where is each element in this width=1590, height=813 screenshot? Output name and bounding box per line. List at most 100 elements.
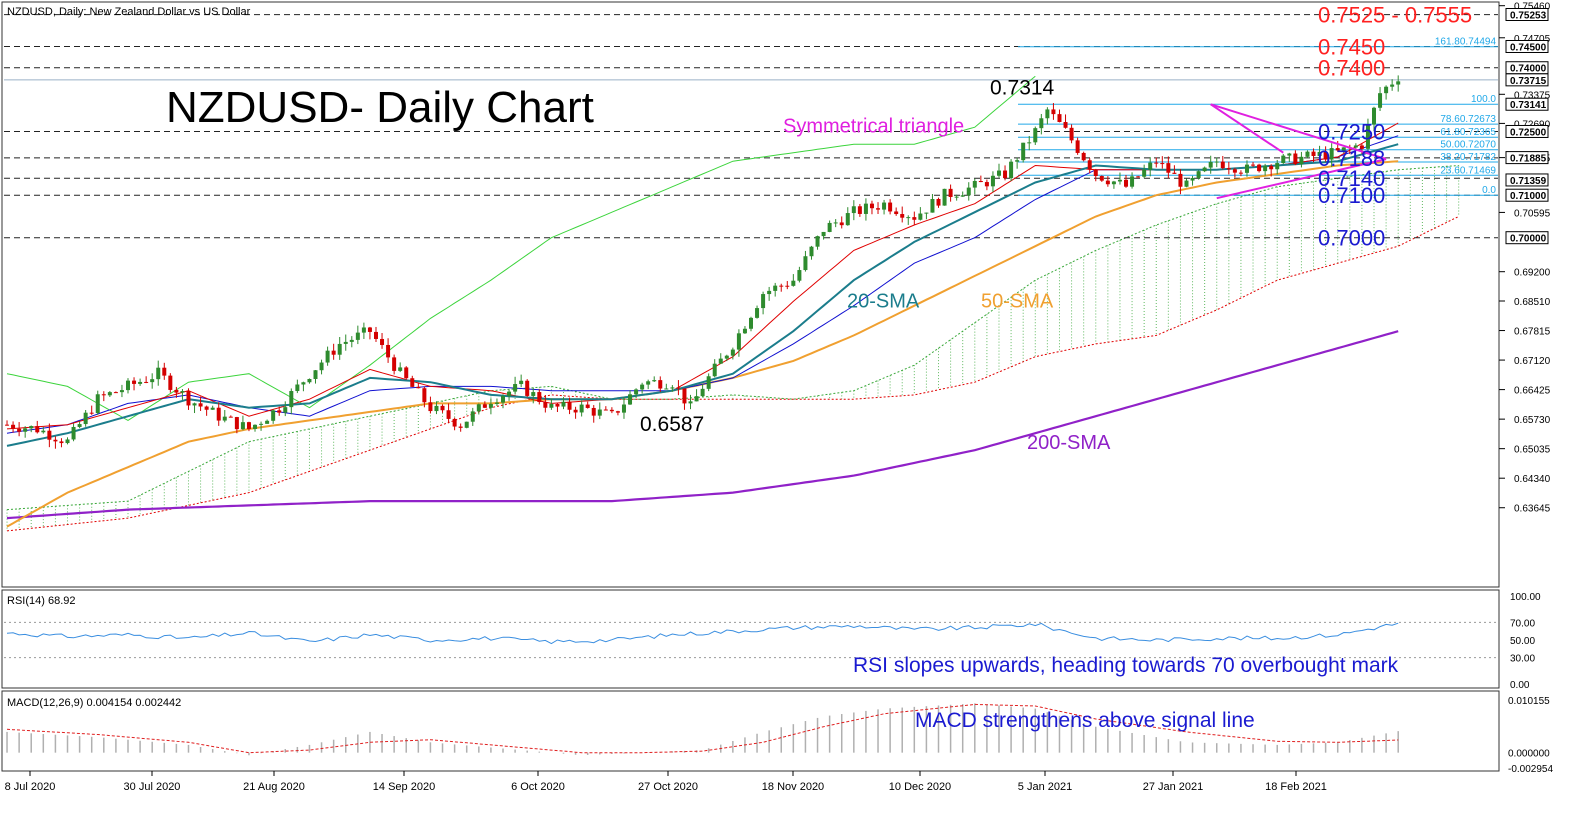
candle [1045,109,1050,119]
candle [519,380,524,385]
candle [101,394,106,396]
candle [132,380,137,384]
candle [11,424,16,429]
candle [658,380,663,389]
macd-tick-label: 0.010155 [1508,696,1550,707]
candle [210,407,215,410]
candle [1341,147,1346,151]
date-label: 6 Oct 2020 [511,781,565,793]
price-tick-label: 0.67815 [1514,327,1551,338]
candle [615,411,620,413]
candle [228,416,233,418]
candle [1281,155,1286,164]
date-label: 30 Jul 2020 [124,781,181,793]
candle [1154,162,1159,164]
candle [773,285,778,291]
candle [1033,128,1038,143]
triangle-label: Symmetrical triangle [783,115,964,137]
level-label: 0.7188 [1318,146,1385,171]
date-label: 8 Jul 2020 [5,781,56,793]
candle [954,196,959,198]
candle [373,331,378,339]
candle [591,407,596,416]
price-badge [1505,73,1549,87]
triangle-lower [1216,158,1387,200]
candle [476,404,481,412]
candle [609,409,614,412]
candle [700,388,705,397]
candle [652,380,657,382]
candle [71,426,76,440]
candle [53,439,58,442]
candle [803,256,808,271]
fib-label: 100.0 [1471,94,1496,105]
low-label: 0.6587 [640,413,704,436]
candle [1372,107,1377,125]
triangle-upper [1210,103,1284,154]
candle [900,214,905,218]
candle [295,384,300,392]
price-badge-label: 0.71885 [1510,154,1547,165]
price-tick-label: 0.65730 [1514,415,1551,426]
fib-label: 38.20.71782 [1440,152,1496,163]
candle [464,421,469,428]
date-label: 5 Jan 2021 [1018,781,1072,793]
price-badge-label: 0.75253 [1510,10,1547,21]
candle [984,182,989,187]
macd-pane-frame [1,690,1500,772]
price-badge-label: 0.71000 [1510,191,1547,202]
candle [343,341,348,344]
price-badge [1505,39,1549,53]
candle [113,392,118,394]
candle [1311,151,1316,156]
candle [404,367,409,379]
candle [1027,142,1032,144]
candle [930,199,935,213]
level-label: 0.7140 [1318,166,1385,191]
candle [779,285,784,287]
sma200-label: 200-SMA [1027,432,1111,454]
date-label: 14 Sep 2020 [373,781,435,793]
price-badge-label: 0.74500 [1510,42,1547,53]
candle [755,308,760,318]
candle [936,199,941,206]
sma20-label: 20-SMA [847,290,920,312]
candle [507,391,512,397]
candle [150,379,155,383]
candle [876,208,881,210]
candle [1220,161,1225,169]
candle [664,388,669,390]
candle [972,180,977,188]
candle [271,410,276,421]
candle [561,401,566,407]
candle [446,410,451,419]
fib-label: 61.80.72365 [1440,127,1496,138]
candle [1390,84,1395,87]
candle [525,380,530,396]
candle [851,206,856,214]
candle [990,175,995,187]
date-label: 18 Feb 2021 [1265,781,1327,793]
candle [428,402,433,412]
candle [277,410,282,413]
candle [1317,151,1322,156]
candle [1269,165,1274,170]
price-tick-label: 0.64340 [1514,474,1551,485]
candle [168,375,173,390]
candle [1214,161,1219,163]
candle [216,407,221,421]
candle [1136,176,1141,178]
date-label: 27 Jan 2021 [1143,781,1204,793]
candle [422,388,427,403]
price-badge-label: 0.73715 [1510,76,1547,87]
price-badge [1505,151,1549,165]
candle [621,404,626,413]
candle [307,378,312,383]
sma50-label: 50-SMA [981,290,1054,312]
candle [1359,145,1364,149]
candle [1196,171,1201,178]
candle [730,349,735,356]
candle [1396,81,1401,85]
rsi-tick-label: 100.00 [1510,592,1541,603]
